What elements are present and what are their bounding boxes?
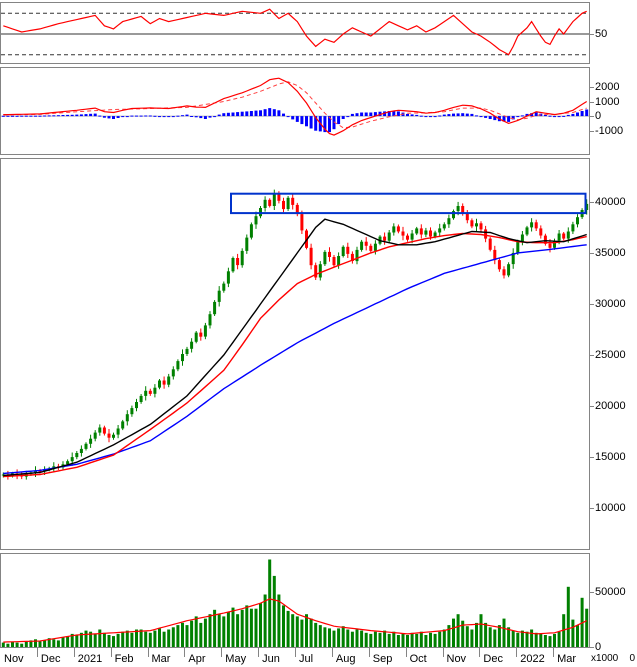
axis-tick-mark xyxy=(590,253,594,254)
macd-panel xyxy=(0,67,590,155)
axis-tick-mark xyxy=(590,34,594,35)
month-label: 2022 xyxy=(520,653,545,665)
axis-tick-mark xyxy=(590,592,594,593)
value-axis: 50 2000 1000 0 -1000 40000 35000 30000 25000 2000… xyxy=(590,0,637,667)
month-label: Nov xyxy=(446,653,467,665)
axis-tick-mark xyxy=(590,304,594,305)
axis-tick-label: 2000 xyxy=(595,81,620,93)
time-axis: Nov Dec 2021 Feb Mar Apr May Jun Jul Aug Sep Oct Nov… xyxy=(0,648,590,667)
month-label: Mar xyxy=(151,653,171,665)
axis-tick-label: 25000 xyxy=(595,349,626,361)
axis-tick-label: 20000 xyxy=(595,400,626,412)
axis-tick-mark xyxy=(590,131,594,132)
month-label: Aug xyxy=(335,653,356,665)
axis-tick-mark xyxy=(590,355,594,356)
month-label: Dec xyxy=(40,653,61,665)
axis-tick-label: 40000 xyxy=(595,196,626,208)
month-tick xyxy=(73,648,75,657)
month-tick xyxy=(258,648,260,657)
month-tick xyxy=(110,648,112,657)
month-tick xyxy=(368,648,370,657)
month-tick xyxy=(442,648,444,657)
month-tick xyxy=(147,648,149,657)
axis-tick-label: 15000 xyxy=(595,451,626,463)
axis-tick-mark xyxy=(590,202,594,203)
price-panel xyxy=(0,158,590,550)
month-tick xyxy=(405,648,407,657)
month-label: Nov xyxy=(4,653,24,665)
axis-tick-label: 1000 xyxy=(595,96,620,108)
month-tick xyxy=(553,648,555,657)
month-label: Oct xyxy=(409,653,427,665)
macd-plot xyxy=(1,77,589,136)
axis-tick-label: 10000 xyxy=(595,502,626,514)
month-tick xyxy=(221,648,223,657)
month-tick xyxy=(516,648,518,657)
volume-multiplier-label: x1000 xyxy=(591,653,619,664)
volume-plot xyxy=(1,559,589,647)
axis-tick-label: 35000 xyxy=(595,247,626,259)
axis-tick-label: 0 xyxy=(595,641,602,653)
month-label: May xyxy=(225,653,247,665)
month-label: Sep xyxy=(372,653,393,665)
axis-corner: x1000 0 xyxy=(591,653,635,664)
axis-tick-label: 0 xyxy=(595,110,602,122)
candlestick-plot xyxy=(1,189,589,480)
month-label: Jun xyxy=(262,653,280,665)
axis-tick-mark xyxy=(590,508,594,509)
month-label: Dec xyxy=(483,653,503,665)
axis-tick-mark xyxy=(590,102,594,103)
axis-tick-mark xyxy=(590,116,594,117)
oscillator-plot xyxy=(1,8,589,56)
oscillator-panel xyxy=(0,2,590,64)
axis-tick-label: 50 xyxy=(595,28,608,40)
resistance-zone-rectangle xyxy=(230,192,587,215)
axis-tick-mark xyxy=(590,647,594,648)
axis-tick-mark xyxy=(590,457,594,458)
month-label: Jul xyxy=(299,653,314,665)
month-label: 2021 xyxy=(77,653,103,665)
month-label: Mar xyxy=(557,653,577,665)
volume-panel xyxy=(0,553,590,648)
axis-tick-mark xyxy=(590,406,594,407)
axis-tick-label: 30000 xyxy=(595,298,626,310)
month-label: Feb xyxy=(114,653,134,665)
month-tick xyxy=(184,648,186,657)
axis-tick-mark xyxy=(590,87,594,88)
axis-tick-label: 50000 xyxy=(595,586,626,598)
month-tick xyxy=(36,648,38,657)
month-tick xyxy=(331,648,333,657)
axis-tick-label: -1000 xyxy=(595,125,624,137)
month-tick xyxy=(295,648,296,657)
month-tick xyxy=(479,648,481,657)
month-label: Apr xyxy=(188,653,206,665)
axis-corner-zero: 0 xyxy=(629,653,635,664)
